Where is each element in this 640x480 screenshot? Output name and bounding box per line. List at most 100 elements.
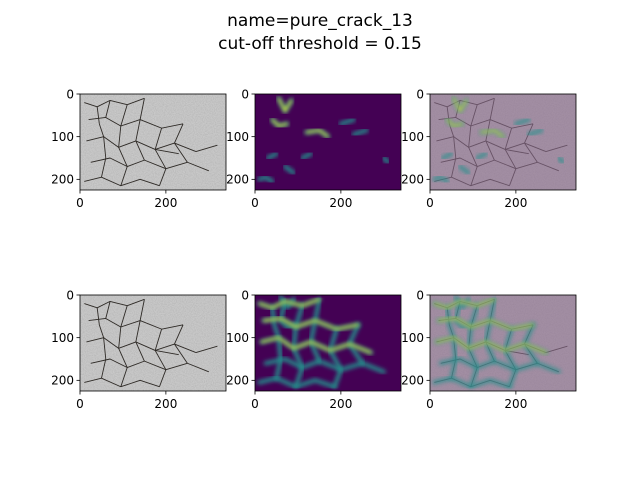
crack-line (96, 106, 107, 178)
heat-peak (435, 336, 547, 354)
heat-peak (262, 317, 360, 331)
subplot-image (255, 94, 401, 190)
y-tick-label: 100 (51, 130, 74, 144)
crack-line (135, 299, 145, 362)
axes-frame (254, 93, 402, 191)
heat-segment (308, 297, 322, 364)
y-tick-label: 200 (401, 374, 424, 388)
x-tick-label: 200 (329, 196, 352, 210)
heat-segment (257, 175, 275, 184)
heat-segment (440, 151, 454, 160)
y-tick-label: 100 (401, 331, 424, 345)
heat-segment (432, 175, 450, 184)
x-tick-label: 0 (251, 397, 259, 411)
subplot-image (80, 295, 226, 391)
crack-line (174, 123, 188, 163)
heatmap-hotspots (257, 96, 391, 184)
heat-peak (258, 298, 321, 309)
crack-line (155, 350, 179, 356)
subplot-image (255, 295, 401, 391)
heat-segment (328, 327, 343, 389)
x-tick-label: 0 (251, 196, 259, 210)
y-tick-label: 0 (416, 87, 424, 101)
y-tick-label: 200 (51, 374, 74, 388)
axes-frame (79, 294, 227, 392)
crack-line (174, 324, 188, 364)
y-tick-label: 100 (51, 331, 74, 345)
crack-line (155, 149, 179, 155)
crack-line (88, 117, 184, 129)
axes-frame (254, 294, 402, 392)
heat-peak (271, 118, 289, 128)
y-tick-label: 200 (226, 173, 249, 187)
y-tick-label: 0 (66, 288, 74, 302)
y-tick-label: 0 (241, 288, 249, 302)
y-tick-label: 100 (226, 331, 249, 345)
y-tick-label: 0 (241, 87, 249, 101)
axes-frame (429, 93, 577, 191)
heat-peak (277, 97, 293, 114)
heat-segment (483, 297, 497, 364)
crack-line (96, 307, 107, 379)
heat-peak (446, 118, 464, 128)
heat-segment (300, 151, 313, 160)
x-tick-label: 0 (426, 397, 434, 411)
heat-peak (433, 298, 496, 309)
x-tick-label: 0 (76, 397, 84, 411)
x-tick-label: 200 (329, 397, 352, 411)
heat-segment (503, 327, 518, 389)
heat-segment (381, 156, 391, 165)
x-tick-label: 0 (426, 196, 434, 210)
heat-segment (458, 164, 471, 175)
heat-segment (338, 117, 356, 126)
heat-segment (265, 151, 279, 160)
axes-frame (79, 93, 227, 191)
axes-frame (429, 294, 577, 392)
heatmap-background (255, 94, 401, 190)
heat-segment (351, 128, 369, 137)
subplot-image (430, 295, 576, 391)
heat-segment (475, 151, 488, 160)
x-tick-label: 200 (504, 397, 527, 411)
x-tick-label: 0 (76, 196, 84, 210)
y-tick-label: 200 (401, 173, 424, 187)
y-tick-label: 100 (401, 130, 424, 144)
heat-peak (480, 129, 504, 138)
heat-peak (437, 317, 535, 331)
heat-peak (260, 336, 372, 354)
heat-segment (526, 128, 544, 137)
x-tick-label: 200 (154, 196, 177, 210)
heat-segment (556, 156, 566, 165)
y-tick-label: 0 (66, 87, 74, 101)
crack-line (135, 98, 145, 161)
heat-segment (283, 164, 296, 175)
crack-line (118, 104, 128, 186)
heat-peak (452, 97, 468, 114)
figure-title-line1: name=pure_crack_13 (227, 11, 413, 31)
y-tick-label: 0 (416, 288, 424, 302)
heat-peak (305, 129, 329, 138)
figure-title-line2: cut-off threshold = 0.15 (218, 34, 422, 54)
crack-line (88, 318, 184, 330)
crack-line (105, 301, 111, 319)
overlay-tint (430, 94, 576, 190)
y-tick-label: 200 (226, 374, 249, 388)
y-tick-label: 200 (51, 173, 74, 187)
crack-line (195, 345, 218, 354)
crack-line (195, 144, 218, 153)
crack-line (105, 100, 111, 118)
crack-line (154, 329, 167, 387)
heatmap-hotspots (432, 295, 561, 389)
heat-segment (513, 117, 531, 126)
y-tick-label: 100 (226, 130, 249, 144)
heatmap-hotspots (432, 96, 566, 184)
crack-line (154, 128, 167, 186)
heatmap-hotspots (257, 295, 386, 389)
